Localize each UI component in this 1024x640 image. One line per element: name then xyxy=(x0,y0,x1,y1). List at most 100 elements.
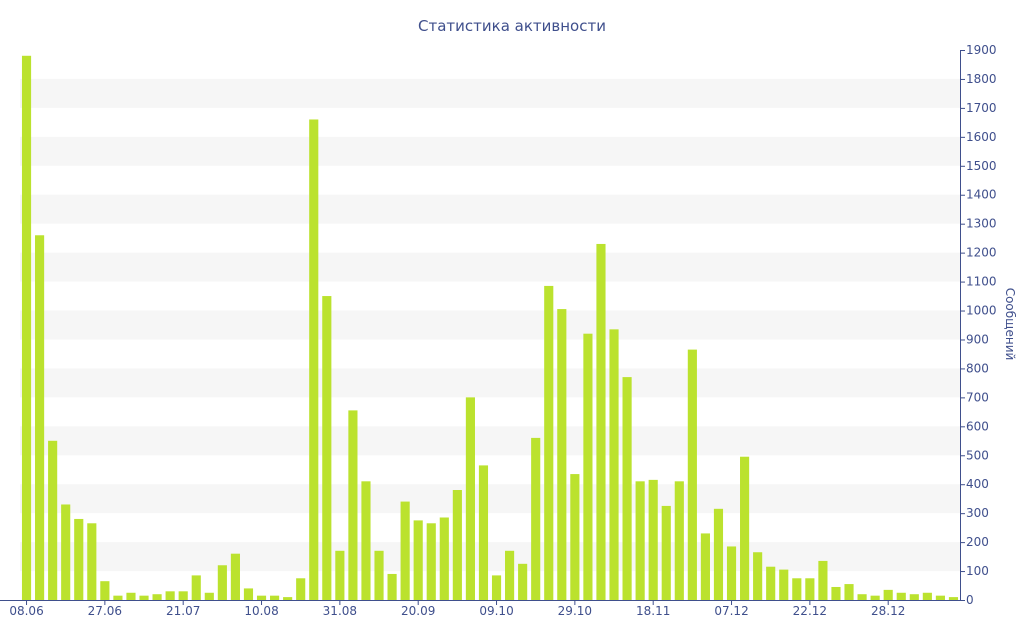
bar xyxy=(348,410,358,600)
x-tick-label: 21.07 xyxy=(166,604,200,618)
bar xyxy=(204,592,214,600)
x-tick-label: 18.11 xyxy=(636,604,670,618)
bar xyxy=(361,481,371,600)
bar xyxy=(491,575,502,600)
bar xyxy=(609,329,619,600)
bar xyxy=(452,490,462,600)
bar xyxy=(296,578,306,600)
x-axis-ticks: 08.06 27.06 21.07 10.08 31.08 20.09 09.10 29.10… xyxy=(9,600,905,618)
y-tick-label: 900 xyxy=(966,332,989,346)
y-tick-label: 1000 xyxy=(966,304,997,318)
bar xyxy=(139,595,149,600)
y-tick-label: 1900 xyxy=(966,43,997,57)
bar xyxy=(896,592,906,600)
bar xyxy=(400,501,410,600)
bar xyxy=(661,505,671,600)
bar xyxy=(687,349,697,600)
y-tick-label: 300 xyxy=(966,506,989,520)
chart-title: Статистика активности xyxy=(418,17,606,35)
bar xyxy=(230,553,240,600)
y-tick-label: 1700 xyxy=(966,101,997,115)
bar xyxy=(766,566,776,600)
x-tick-label: 08.06 xyxy=(9,604,43,618)
y-tick-label: 400 xyxy=(966,477,989,491)
bar xyxy=(935,595,945,600)
bar xyxy=(178,591,188,600)
x-tick-label: 31.08 xyxy=(323,604,357,618)
bar xyxy=(818,560,828,600)
y-tick-label: 1600 xyxy=(966,130,997,144)
bar xyxy=(857,594,867,600)
y-tick-label: 1300 xyxy=(966,217,997,231)
bar xyxy=(439,517,449,600)
y-tick-label: 1400 xyxy=(966,188,997,202)
bar xyxy=(518,563,528,600)
bar xyxy=(374,550,384,600)
bar xyxy=(635,481,645,600)
bar xyxy=(113,595,123,600)
bar xyxy=(152,594,162,600)
y-tick-label: 0 xyxy=(966,593,974,607)
bar xyxy=(505,550,515,600)
bar xyxy=(61,504,71,600)
y-axis-ticks: 0 100 200 300 400 500 600 700 800 900 1000 1100 1200… xyxy=(960,43,997,607)
bar xyxy=(74,518,84,600)
bar xyxy=(570,474,580,600)
x-tick-label: 28.12 xyxy=(871,604,905,618)
bar xyxy=(844,584,854,600)
bar xyxy=(922,592,932,600)
grid-band xyxy=(20,310,960,340)
grid-band xyxy=(20,194,960,224)
grid-band xyxy=(20,542,960,572)
bars xyxy=(21,55,959,600)
bar xyxy=(387,573,397,600)
bar xyxy=(191,575,201,600)
bar xyxy=(753,552,763,600)
bar xyxy=(948,597,959,600)
y-tick-label: 200 xyxy=(966,535,989,549)
x-tick-label: 07.12 xyxy=(714,604,748,618)
bar xyxy=(596,243,606,600)
bar xyxy=(713,508,724,600)
bar xyxy=(335,550,345,600)
bar xyxy=(100,581,110,600)
x-tick-label: 29.10 xyxy=(558,604,592,618)
x-tick-label: 20.09 xyxy=(401,604,435,618)
bar xyxy=(465,397,475,600)
bar xyxy=(674,481,684,600)
grid-bands xyxy=(20,78,960,572)
x-tick-label: 10.08 xyxy=(244,604,278,618)
bar xyxy=(270,595,280,600)
bar xyxy=(726,546,737,600)
bar xyxy=(243,588,254,600)
bar xyxy=(583,333,593,600)
bar xyxy=(648,479,658,600)
bar xyxy=(256,595,267,600)
y-tick-label: 700 xyxy=(966,390,989,404)
grid-band xyxy=(20,78,960,108)
bar xyxy=(883,589,893,600)
y-axis-label: Сообщений xyxy=(1003,288,1017,361)
bar xyxy=(700,533,710,600)
bar xyxy=(35,235,45,600)
y-tick-label: 100 xyxy=(966,564,989,578)
y-tick-label: 1800 xyxy=(966,72,997,86)
bar xyxy=(909,594,919,600)
y-tick-label: 1500 xyxy=(966,159,997,173)
bar xyxy=(322,296,332,600)
bar xyxy=(870,595,880,600)
y-tick-label: 800 xyxy=(966,361,989,375)
y-tick-label: 1100 xyxy=(966,275,997,289)
bar xyxy=(309,119,319,600)
bar xyxy=(544,285,554,600)
y-tick-label: 500 xyxy=(966,448,989,462)
grid-band xyxy=(20,368,960,398)
bar xyxy=(217,565,227,600)
bar xyxy=(126,592,136,600)
bar xyxy=(426,523,436,600)
bar xyxy=(831,586,841,600)
bar xyxy=(478,465,489,600)
grid-band xyxy=(20,136,960,166)
bar xyxy=(48,440,58,600)
